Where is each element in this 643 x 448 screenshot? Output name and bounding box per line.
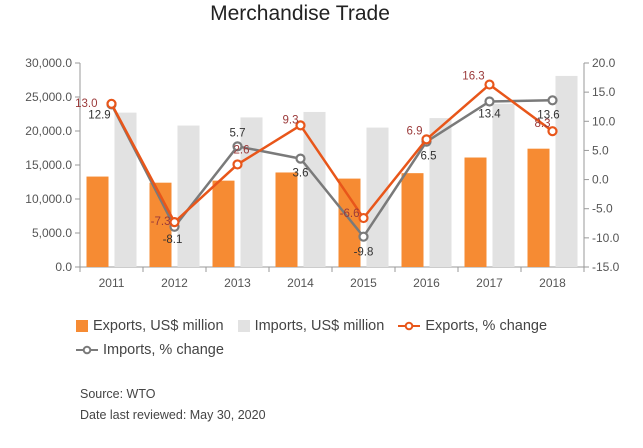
exports-bar (212, 180, 235, 267)
right-axis-tick-label: 20.0 (592, 56, 616, 70)
x-axis-tick-label: 2018 (539, 276, 566, 290)
imports-change-data-label: 12.9 (88, 109, 110, 121)
exports-change-data-label: 9.3 (283, 114, 299, 126)
imports-change-data-label: 3.6 (293, 168, 309, 180)
x-axis-tick-label: 2013 (224, 276, 251, 290)
imports-bar (429, 118, 452, 267)
legend-item-imports-line[interactable]: Imports, % change (76, 342, 224, 358)
imports-bar (240, 117, 263, 268)
imports-change-point (358, 231, 369, 242)
exports-bar (275, 172, 298, 267)
imports-bar (114, 112, 137, 267)
exports-change-data-label: 2.6 (234, 144, 250, 156)
imports-change-point (547, 95, 558, 106)
exports-change-point (232, 159, 243, 170)
left-axis-tick-label: 0.0 (55, 260, 72, 274)
imports-bar (492, 103, 515, 267)
right-axis-tick-label: -5.0 (592, 202, 613, 216)
exports-change-data-label: -7.3 (151, 216, 171, 228)
right-axis-tick-label: 0.0 (592, 173, 609, 187)
right-axis-tick-label: -15.0 (592, 260, 620, 274)
bars-layer (86, 75, 578, 268)
date-reviewed-text: Date last reviewed: May 30, 2020 (80, 408, 266, 422)
imports-change-data-label: 13.4 (478, 108, 501, 120)
x-axis-tick-label: 2017 (476, 276, 503, 290)
imports-bar (303, 111, 326, 268)
legend-label: Exports, US$ million (93, 318, 224, 334)
legend-item-exports-line[interactable]: Exports, % change (398, 318, 547, 334)
data-labels-layer: 13.0 -7.3 2.6 9.3 -6.6 6.9 16.3 8.3 12.9 -8.1 5.7 3… (75, 71, 560, 259)
right-axis-tick-label: -10.0 (592, 231, 620, 245)
exports-change-point (484, 79, 495, 90)
left-axis-tick-label: 20,000.0 (25, 124, 72, 138)
right-axis-tick-label: 5.0 (592, 143, 609, 157)
exports-change-data-label: 16.3 (462, 71, 484, 83)
right-axis-tick-label: 10.0 (592, 114, 616, 128)
imports-change-data-label: 13.6 (537, 109, 559, 121)
exports-change-data-label: 6.9 (407, 125, 423, 137)
imports-change-data-label: -8.1 (163, 234, 183, 246)
exports-bar (338, 178, 361, 267)
imports-change-point (484, 96, 495, 107)
x-axis-tick-label: 2014 (287, 276, 314, 290)
chart-title: Merchandise Trade (210, 2, 390, 25)
x-axis-tick-label: 2016 (413, 276, 440, 290)
left-axis-tick-label: 10,000.0 (25, 192, 72, 206)
exports-change-data-label: 8.3 (535, 118, 551, 130)
legend-label: Imports, US$ million (254, 318, 385, 334)
x-axis-tick-label: 2012 (161, 276, 188, 290)
imports-bar (555, 75, 578, 267)
source-note: Source: WTO Date last reviewed: May 30, … (80, 384, 266, 426)
left-axis-tick-label: 15,000.0 (25, 158, 72, 172)
exports-change-point (358, 212, 369, 224)
imports-bar (366, 127, 389, 267)
left-axis-tick-label: 5,000.0 (32, 226, 72, 240)
exports-change-point (421, 134, 432, 145)
exports-bar (401, 173, 424, 267)
legend-swatch (237, 320, 250, 332)
legend-line-swatch (398, 321, 421, 331)
right-axis-tick-label: 15.0 (592, 85, 616, 99)
left-axis-tick-label: 30,000.0 (25, 56, 72, 70)
legend-label: Imports, % change (103, 342, 224, 358)
exports-bar (464, 157, 487, 267)
exports-change-data-label: -6.6 (340, 208, 360, 220)
imports-bar (177, 125, 200, 267)
source-text: Source: WTO (80, 387, 156, 401)
legend-item-exports-bar[interactable]: Exports, US$ million (76, 318, 224, 334)
imports-change-point (295, 153, 306, 164)
legend: Exports, US$ million Imports, US$ millio… (76, 318, 596, 366)
legend-swatch (76, 320, 88, 332)
exports-change-data-label: 13.0 (75, 98, 97, 110)
imports-change-data-label: -9.8 (354, 247, 374, 259)
exports-bar (527, 148, 550, 267)
exports-change-line (110, 82, 554, 225)
legend-line-swatch (76, 345, 98, 355)
legend-label: Exports, % change (425, 318, 548, 334)
legend-item-imports-bar[interactable]: Imports, US$ million (237, 318, 385, 334)
imports-change-point (232, 141, 243, 152)
exports-bar (86, 176, 109, 267)
exports-change-point (547, 126, 558, 137)
exports-change-point (169, 217, 180, 228)
exports-change-point (295, 120, 306, 131)
exports-change-point (106, 98, 117, 109)
imports-change-data-label: 6.5 (421, 151, 437, 163)
x-axis-tick-label: 2011 (99, 276, 125, 290)
ticks-layer: 0.0 5,000.0 10,000.0 15,000.0 20,000.0 25,000… (25, 56, 619, 290)
x-axis-tick-label: 2015 (350, 276, 377, 290)
imports-change-data-label: 5.7 (230, 127, 246, 139)
left-axis-tick-label: 25,000.0 (25, 90, 72, 104)
lines-layer (106, 79, 558, 242)
